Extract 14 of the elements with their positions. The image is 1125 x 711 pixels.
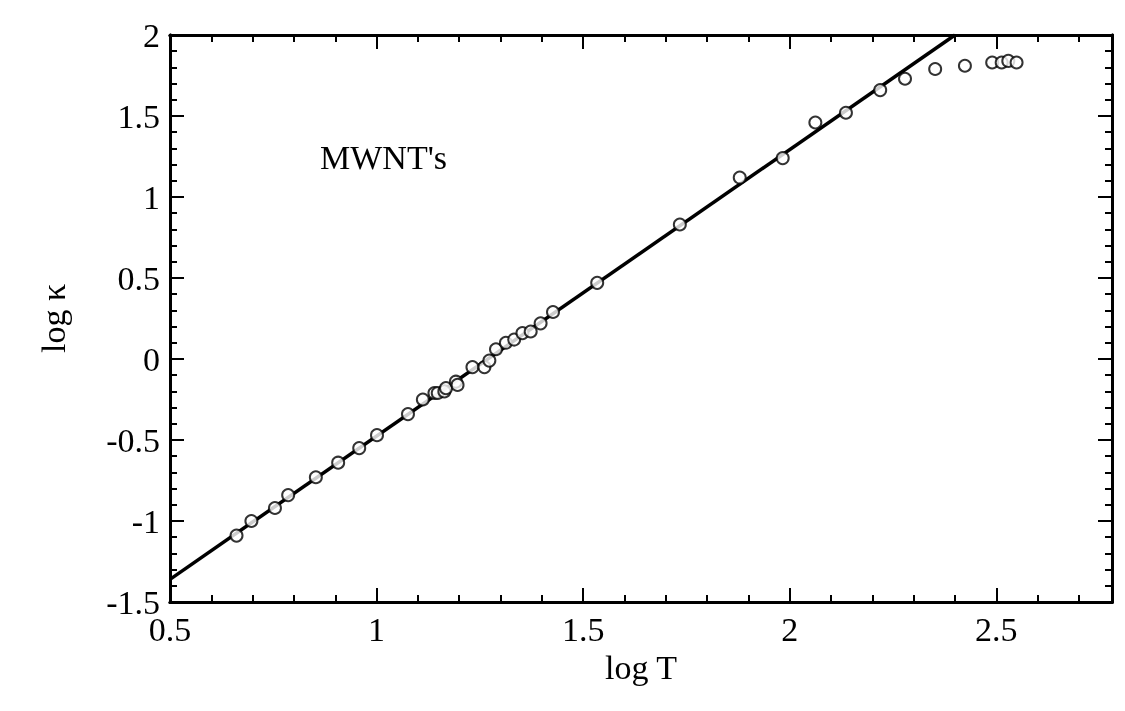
x-tick-label: 2.5 xyxy=(975,610,1018,648)
x-axis-title: log T xyxy=(604,649,678,687)
y-tick-label: -0.5 xyxy=(106,421,160,459)
x-tick-label: 1 xyxy=(368,610,386,648)
y-tick-label: 2 xyxy=(143,16,160,54)
y-tick-label: 1 xyxy=(143,178,160,216)
y-tick-label: 0 xyxy=(143,340,160,378)
x-tick-label: 2 xyxy=(781,610,799,648)
y-tick-label: 0.5 xyxy=(117,259,160,297)
y-tick-label: -1 xyxy=(131,502,160,540)
annotation: MWNT's xyxy=(320,138,448,176)
y-axis-title: log κ xyxy=(34,283,72,354)
x-tick-label: 1.5 xyxy=(561,610,605,648)
y-tick-label: 1.5 xyxy=(117,97,160,135)
